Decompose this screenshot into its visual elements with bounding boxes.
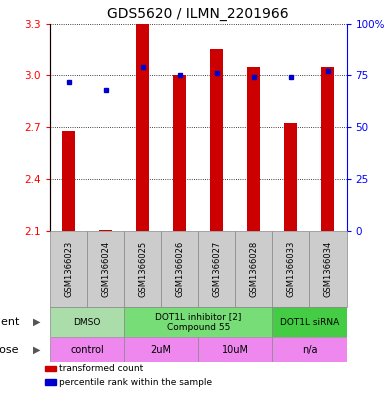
Text: ▶: ▶: [33, 317, 40, 327]
Bar: [87, 231, 124, 307]
Bar: [45, 365, 56, 371]
Bar: [124, 307, 273, 337]
Text: 2uM: 2uM: [151, 345, 172, 354]
Text: GSM1366026: GSM1366026: [175, 241, 184, 297]
Text: ▶: ▶: [33, 345, 40, 354]
Text: GSM1366024: GSM1366024: [101, 241, 110, 297]
Text: GSM1366025: GSM1366025: [138, 241, 147, 297]
Bar: [62, 130, 75, 231]
Text: GSM1366033: GSM1366033: [286, 241, 295, 297]
Text: GSM1366027: GSM1366027: [212, 241, 221, 297]
Text: transformed count: transformed count: [59, 364, 143, 373]
Bar: [248, 67, 260, 231]
Bar: [198, 231, 235, 307]
Bar: [161, 231, 198, 307]
Bar: [273, 307, 346, 337]
Title: GDS5620 / ILMN_2201966: GDS5620 / ILMN_2201966: [107, 7, 289, 21]
Bar: [45, 380, 56, 385]
Text: GSM1366034: GSM1366034: [323, 241, 333, 297]
Bar: [273, 337, 346, 362]
Bar: [124, 231, 161, 307]
Bar: [124, 337, 198, 362]
Text: DOT1L inhibitor [2]
Compound 55: DOT1L inhibitor [2] Compound 55: [155, 312, 241, 332]
Bar: [285, 123, 297, 231]
Bar: [210, 50, 223, 231]
Bar: [310, 231, 346, 307]
Bar: [99, 230, 112, 231]
Bar: [198, 337, 273, 362]
Text: n/a: n/a: [302, 345, 317, 354]
Bar: [50, 231, 87, 307]
Text: percentile rank within the sample: percentile rank within the sample: [59, 378, 212, 387]
Bar: [235, 231, 273, 307]
Bar: [136, 24, 149, 231]
Bar: [50, 307, 124, 337]
Text: GSM1366023: GSM1366023: [64, 241, 73, 297]
Text: 10uM: 10uM: [222, 345, 249, 354]
Text: DMSO: DMSO: [74, 318, 101, 327]
Text: DOT1L siRNA: DOT1L siRNA: [280, 318, 339, 327]
Text: control: control: [70, 345, 104, 354]
Text: GSM1366028: GSM1366028: [249, 241, 258, 297]
Bar: [50, 337, 124, 362]
Bar: [173, 75, 186, 231]
Bar: [273, 231, 310, 307]
Bar: [321, 67, 335, 231]
Text: agent: agent: [0, 317, 19, 327]
Text: dose: dose: [0, 345, 19, 354]
